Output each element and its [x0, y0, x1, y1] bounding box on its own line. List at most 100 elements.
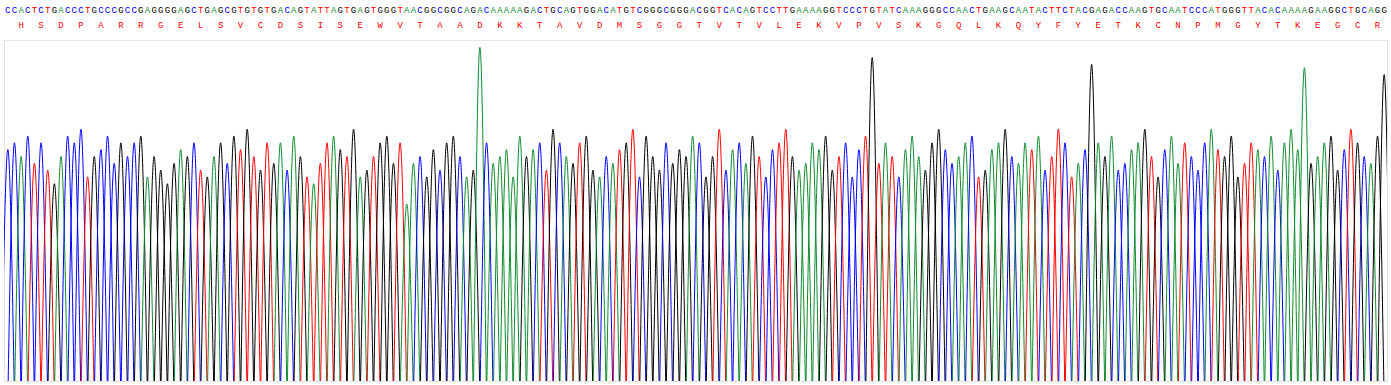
svg-text:G: G	[338, 6, 343, 16]
svg-text:A: A	[796, 6, 802, 16]
svg-text:A: A	[903, 6, 909, 16]
svg-text:A: A	[1322, 6, 1328, 16]
svg-text:K: K	[996, 21, 1002, 31]
svg-text:G: G	[92, 6, 97, 16]
svg-text:G: G	[590, 6, 595, 16]
svg-text:G: G	[244, 6, 249, 16]
svg-text:V: V	[397, 21, 403, 31]
svg-text:G: G	[351, 6, 356, 16]
svg-text:G: G	[1222, 6, 1227, 16]
svg-text:G: G	[983, 6, 988, 16]
svg-text:T: T	[1116, 21, 1122, 31]
svg-text:A: A	[457, 21, 463, 31]
svg-text:C: C	[763, 6, 769, 16]
svg-text:T: T	[1029, 6, 1035, 16]
svg-text:A: A	[1175, 6, 1181, 16]
svg-text:R: R	[138, 21, 144, 31]
svg-text:C: C	[697, 6, 703, 16]
svg-text:G: G	[1155, 6, 1160, 16]
svg-text:A: A	[464, 6, 470, 16]
svg-text:C: C	[557, 6, 563, 16]
svg-text:C: C	[850, 6, 856, 16]
svg-text:L: L	[976, 21, 981, 31]
svg-text:V: V	[876, 21, 882, 31]
svg-text:G: G	[364, 6, 369, 16]
svg-text:T: T	[537, 21, 543, 31]
svg-text:G: G	[218, 6, 223, 16]
svg-text:G: G	[451, 6, 456, 16]
svg-text:T: T	[318, 6, 324, 16]
svg-text:T: T	[577, 6, 583, 16]
svg-text:Y: Y	[1036, 21, 1042, 31]
svg-text:C: C	[1042, 6, 1048, 16]
svg-text:V: V	[577, 21, 583, 31]
svg-text:G: G	[703, 6, 708, 16]
svg-text:T: T	[737, 21, 743, 31]
svg-text:G: G	[677, 6, 682, 16]
svg-text:C: C	[225, 6, 231, 16]
svg-text:G: G	[431, 6, 436, 16]
svg-text:Q: Q	[956, 21, 961, 31]
svg-text:G: G	[205, 6, 210, 16]
svg-text:G: G	[1002, 6, 1007, 16]
svg-text:A: A	[411, 6, 417, 16]
svg-text:C: C	[1189, 6, 1195, 16]
svg-text:T: T	[1215, 6, 1221, 16]
svg-text:G: G	[1381, 6, 1386, 16]
svg-text:C: C	[72, 6, 78, 16]
svg-text:G: G	[1235, 21, 1240, 31]
svg-text:V: V	[756, 21, 762, 31]
svg-text:T: T	[85, 6, 91, 16]
svg-text:A: A	[1022, 6, 1028, 16]
svg-text:S: S	[38, 21, 43, 31]
svg-text:G: G	[570, 6, 575, 16]
svg-text:A: A	[557, 21, 563, 31]
svg-text:C: C	[437, 6, 443, 16]
svg-text:T: T	[630, 6, 636, 16]
svg-text:G: G	[471, 6, 476, 16]
svg-text:G: G	[1328, 6, 1333, 16]
svg-text:C: C	[770, 6, 776, 16]
svg-text:A: A	[996, 6, 1002, 16]
svg-text:G: G	[158, 21, 163, 31]
svg-text:T: T	[1049, 6, 1055, 16]
svg-text:L: L	[776, 21, 781, 31]
svg-text:F: F	[1056, 21, 1061, 31]
svg-text:E: E	[178, 21, 183, 31]
svg-text:P: P	[856, 21, 861, 31]
svg-text:A: A	[956, 6, 962, 16]
svg-text:C: C	[284, 6, 290, 16]
svg-text:C: C	[1342, 6, 1348, 16]
svg-text:T: T	[697, 21, 703, 31]
svg-text:G: G	[657, 6, 662, 16]
svg-text:A: A	[743, 6, 749, 16]
svg-text:G: G	[1229, 6, 1234, 16]
svg-text:A: A	[98, 21, 104, 31]
svg-text:T: T	[32, 6, 38, 16]
svg-text:G: G	[231, 6, 236, 16]
svg-text:A: A	[1209, 6, 1215, 16]
svg-text:T: T	[251, 6, 257, 16]
svg-text:A: A	[1135, 6, 1141, 16]
svg-text:T: T	[863, 6, 869, 16]
svg-text:G: G	[823, 6, 828, 16]
svg-text:K: K	[1295, 21, 1301, 31]
svg-text:T: T	[976, 6, 982, 16]
svg-text:C: C	[1275, 6, 1281, 16]
svg-text:A: A	[883, 6, 889, 16]
svg-text:T: T	[344, 6, 350, 16]
svg-text:A: A	[311, 6, 317, 16]
svg-text:G: G	[584, 6, 589, 16]
svg-text:T: T	[756, 6, 762, 16]
svg-text:G: G	[923, 6, 928, 16]
svg-text:C: C	[484, 6, 490, 16]
svg-text:D: D	[477, 21, 482, 31]
svg-text:A: A	[1096, 6, 1102, 16]
svg-text:C: C	[637, 6, 643, 16]
svg-text:A: A	[1129, 6, 1135, 16]
svg-text:V: V	[836, 21, 842, 31]
svg-text:T: T	[304, 6, 310, 16]
svg-text:C: C	[896, 6, 902, 16]
svg-text:C: C	[943, 6, 949, 16]
svg-text:G: G	[158, 6, 163, 16]
